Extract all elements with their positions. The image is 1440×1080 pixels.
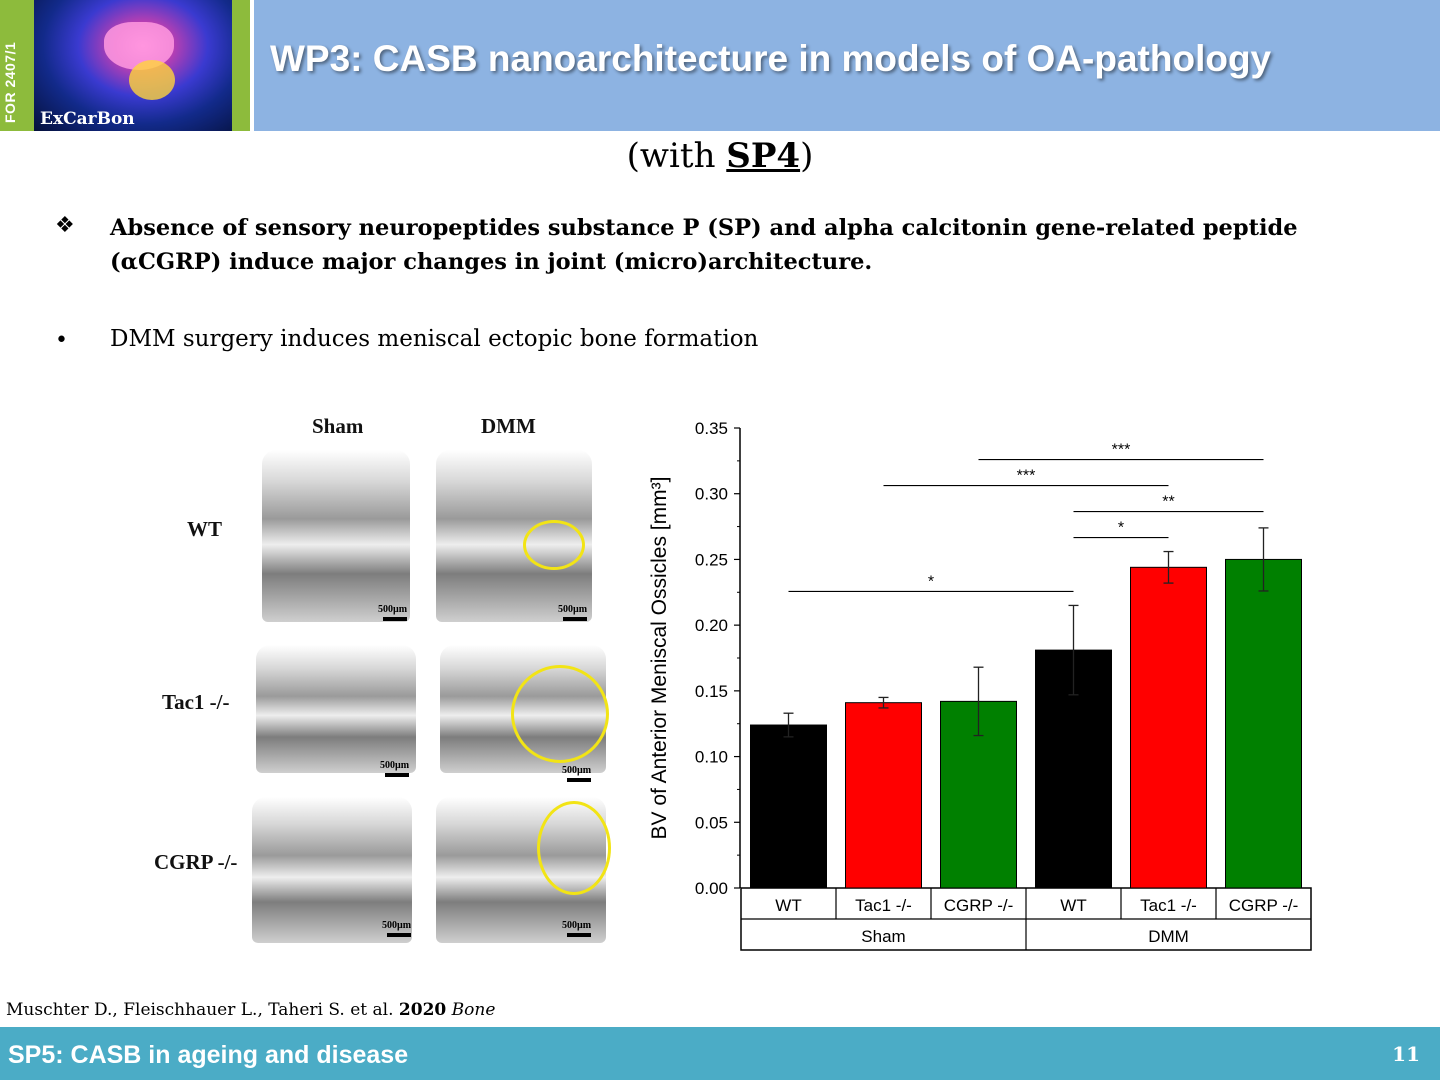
y-tick-label: 0.20 <box>695 616 728 635</box>
y-tick-label: 0.25 <box>695 550 728 569</box>
citation-authors: Muschter D., Fleischhauer L., Taheri S. … <box>6 1000 399 1020</box>
microct-image-sham-wt <box>262 450 410 622</box>
y-tick-label: 0.30 <box>695 485 728 504</box>
bullet-text-1: Absence of sensory neuropeptides substan… <box>110 215 1298 275</box>
slide-subtitle: (with SP4) <box>0 136 1440 176</box>
y-axis-label: BV of Anterior Meniscal Ossicles [mm³] <box>648 477 671 840</box>
x-tick-label: CGRP -/- <box>1229 896 1299 915</box>
header-divider-strip <box>232 0 250 131</box>
group-label: Sham <box>861 927 905 946</box>
scale-bar <box>567 933 591 937</box>
page-number: 11 <box>1392 1042 1420 1066</box>
logo-graphic-accent <box>129 60 175 100</box>
x-tick-label: Tac1 -/- <box>1140 896 1197 915</box>
scale-bar-label: 500µm <box>380 760 410 771</box>
y-tick-label: 0.10 <box>695 748 728 767</box>
citation: Muschter D., Fleischhauer L., Taheri S. … <box>6 1000 495 1020</box>
subtitle-suffix: ) <box>800 136 814 176</box>
slide-title: WP3: CASB nanoarchitecture in models of … <box>270 38 1272 79</box>
highlight-ring <box>523 520 585 570</box>
scale-bar <box>383 617 407 621</box>
significance-label: *** <box>1112 442 1131 459</box>
bullet-text-2: DMM surgery induces meniscal ectopic bon… <box>110 326 759 352</box>
significance-label: * <box>1118 520 1124 537</box>
highlight-ring <box>511 665 609 763</box>
bullet-marker-diamond: ❖ <box>55 213 75 238</box>
y-tick-label: 0.35 <box>695 419 728 438</box>
citation-journal: Bone <box>446 1000 496 1020</box>
y-tick-label: 0.15 <box>695 682 728 701</box>
bar-chart: 0.00 0.05 0.10 0.15 0.20 0.25 0.30 0.35 BV of An… <box>648 419 1312 951</box>
x-tick-label: WT <box>1060 896 1086 915</box>
header-side-strip: FOR 2407/1 <box>0 0 34 131</box>
group-label: DMM <box>1148 927 1189 946</box>
highlight-ring <box>537 801 611 895</box>
scale-bar <box>567 778 591 782</box>
row-label-tac1: Tac1 -/- <box>162 690 230 714</box>
significance-label: *** <box>1017 468 1036 485</box>
column-label-sham: Sham <box>312 414 364 438</box>
bullet-marker-dot: • <box>55 328 68 353</box>
row-label-cgrp: CGRP -/- <box>154 850 238 874</box>
scale-bar <box>387 933 411 937</box>
logo-text: ExCarBon <box>40 109 135 129</box>
subtitle-bold: SP4 <box>726 136 801 176</box>
significance-label: * <box>928 573 934 590</box>
subtitle-prefix: (with <box>626 136 727 176</box>
side-label: FOR 2407/1 <box>2 41 18 123</box>
y-tick-label: 0.00 <box>695 879 728 898</box>
scale-bar-label: 500µm <box>558 604 588 615</box>
scale-bar-label: 500µm <box>562 920 592 931</box>
y-tick-label: 0.05 <box>695 813 728 832</box>
footer-text: SP5: CASB in ageing and disease <box>8 1041 409 1069</box>
microct-image-sham-cgrp <box>252 797 412 943</box>
row-label-wt: WT <box>187 517 223 541</box>
scale-bar-label: 500µm <box>562 765 592 776</box>
scale-bar <box>563 617 587 621</box>
x-tick-label: WT <box>775 896 801 915</box>
significance-label: ** <box>1162 494 1174 511</box>
footer-bar: SP5: CASB in ageing and disease 11 <box>0 1027 1440 1080</box>
bar <box>750 724 827 889</box>
excarbon-logo: ExCarBon <box>34 0 232 131</box>
x-tick-label: CGRP -/- <box>944 896 1014 915</box>
scale-bar-label: 500µm <box>378 604 408 615</box>
scale-bar <box>385 773 409 777</box>
header-bar: WP3: CASB nanoarchitecture in models of … <box>254 0 1440 131</box>
citation-year: 2020 <box>398 1000 447 1020</box>
scale-bar-label: 500µm <box>382 920 412 931</box>
bar <box>1130 566 1207 889</box>
x-tick-label: Tac1 -/- <box>855 896 912 915</box>
microct-image-sham-tac1 <box>256 645 416 773</box>
bar <box>1225 558 1302 889</box>
bar <box>845 702 922 889</box>
column-label-dmm: DMM <box>481 414 536 438</box>
